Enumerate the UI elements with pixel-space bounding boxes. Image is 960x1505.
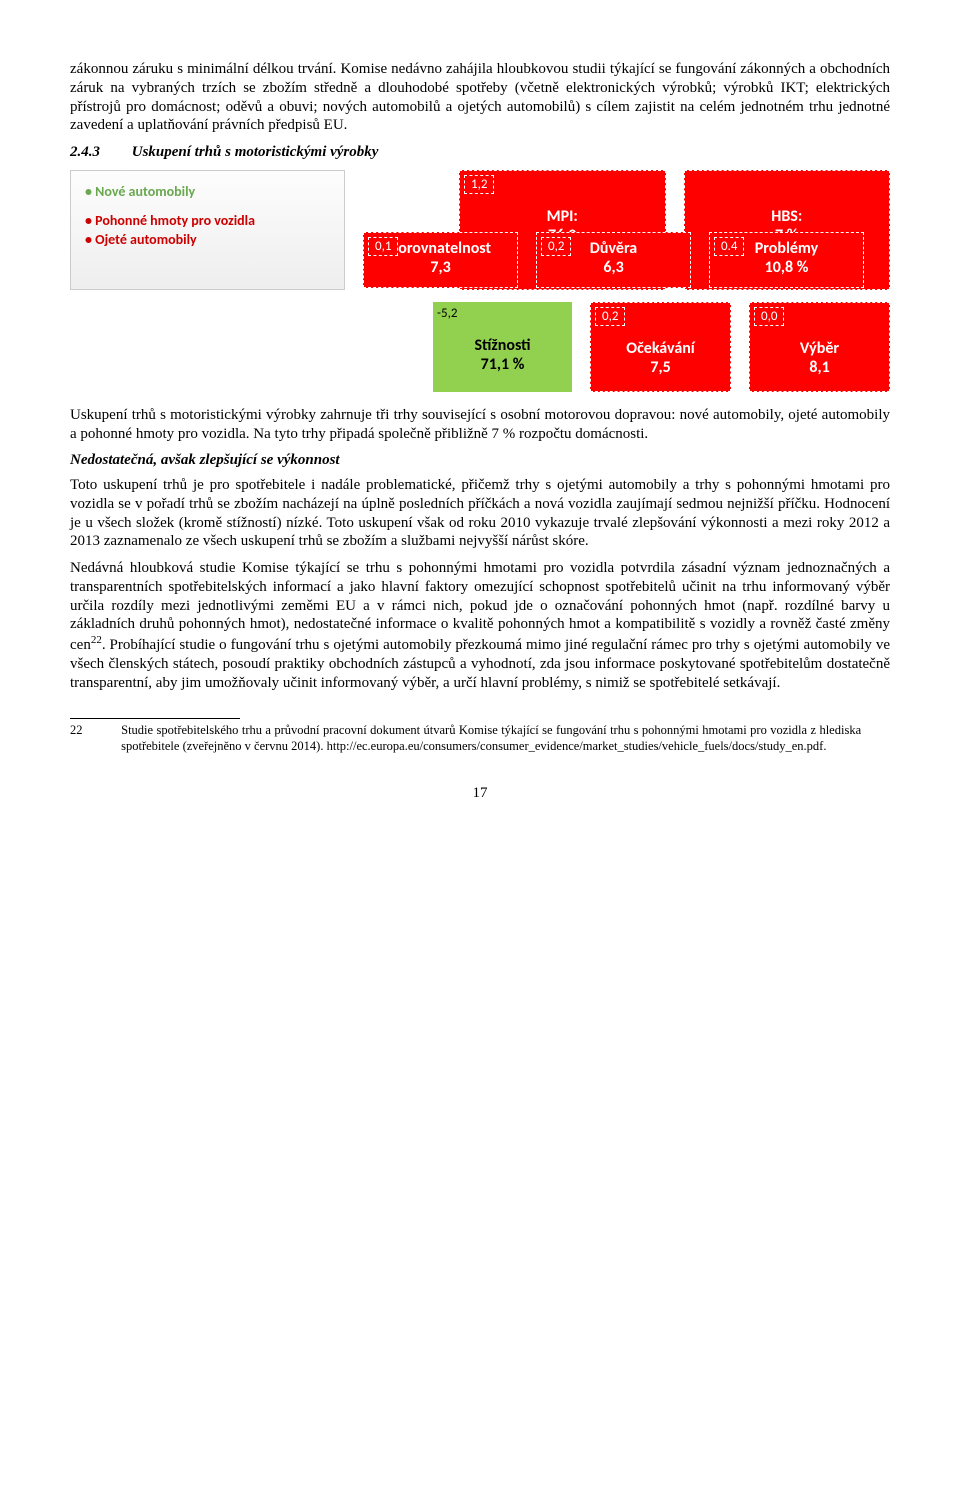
compl-label: Stížnosti	[474, 336, 530, 355]
footnote-rule	[70, 718, 240, 719]
section-heading: 2.4.3 Uskupení trhů s motoristickými výr…	[70, 143, 890, 162]
choice-value: 8,1	[750, 358, 889, 377]
choice-box: 0,0 Výběr 8,1	[749, 302, 890, 392]
prob-value: 10,8 %	[710, 258, 863, 277]
exp-tag: 0,2	[595, 307, 625, 326]
left-item-red-1: Pohonné hmoty pro vozidla	[85, 212, 330, 229]
mpi-label: MPI:	[460, 207, 665, 226]
mpi-tag: 1,2	[464, 175, 494, 194]
section-number: 2.4.3	[70, 143, 128, 162]
intro-tail: zákonnou záruku s minimální délkou trván…	[70, 60, 890, 135]
choice-label: Výběr	[750, 339, 889, 358]
study-paragraph: Nedávná hloubková studie Komise týkající…	[70, 559, 890, 692]
hbs-label: HBS:	[685, 207, 890, 226]
trust-value: 6,3	[537, 258, 690, 277]
section-title: Uskupení trhů s motoristickými výrobky	[132, 144, 379, 160]
exp-label: Očekávání	[591, 339, 730, 358]
left-item-red-2: Ojeté automobily	[85, 231, 330, 248]
footnote-number: 22	[70, 723, 118, 739]
expectations-box: 0,2 Očekávání 7,5	[590, 302, 731, 392]
page-number: 17	[70, 785, 890, 802]
complaints-box: -5,2 Stížnosti 71,1 %	[433, 302, 572, 392]
exp-value: 7,5	[591, 358, 730, 377]
prob-tag: 0.4	[714, 237, 744, 256]
performance-paragraph: Toto uskupení trhů je pro spotřebitele i…	[70, 476, 890, 551]
trust-box: 0,2 Důvěra 6,3	[536, 232, 691, 288]
cluster-paragraph: Uskupení trhů s motoristickými výrobky z…	[70, 406, 890, 444]
left-item-green: Nové automobily	[85, 183, 330, 200]
choice-tag: 0,0	[754, 307, 784, 326]
spacer	[70, 302, 415, 392]
footnote-ref: 22	[91, 634, 102, 646]
compl-tag: -5,2	[437, 306, 457, 321]
subheading: Nedostatečná, avšak zlepšující se výkonn…	[70, 451, 890, 470]
trust-tag: 0,2	[541, 237, 571, 256]
compl-value: 71,1 %	[481, 355, 525, 374]
comp-value: 7,3	[364, 258, 517, 277]
footnote: 22 Studie spotřebitelského trhu a průvod…	[70, 723, 890, 754]
diagram-row-2: -5,2 Stížnosti 71,1 % 0,2 Očekávání 7,5 …	[70, 302, 890, 392]
comp-tag: 0,1	[368, 237, 398, 256]
footnote-text: Studie spotřebitelského trhu a průvodní …	[121, 723, 861, 754]
comparability-box: 0,1 Porovnatelnost 7,3	[363, 232, 518, 288]
metrics-diagram: Nové automobily Pohonné hmoty pro vozidl…	[70, 170, 890, 392]
problems-box: 0.4 Problémy 10,8 %	[709, 232, 864, 288]
left-panel: Nové automobily Pohonné hmoty pro vozidl…	[70, 170, 345, 290]
study-text-b: . Probíhající studie o fungování trhu s …	[70, 637, 890, 691]
